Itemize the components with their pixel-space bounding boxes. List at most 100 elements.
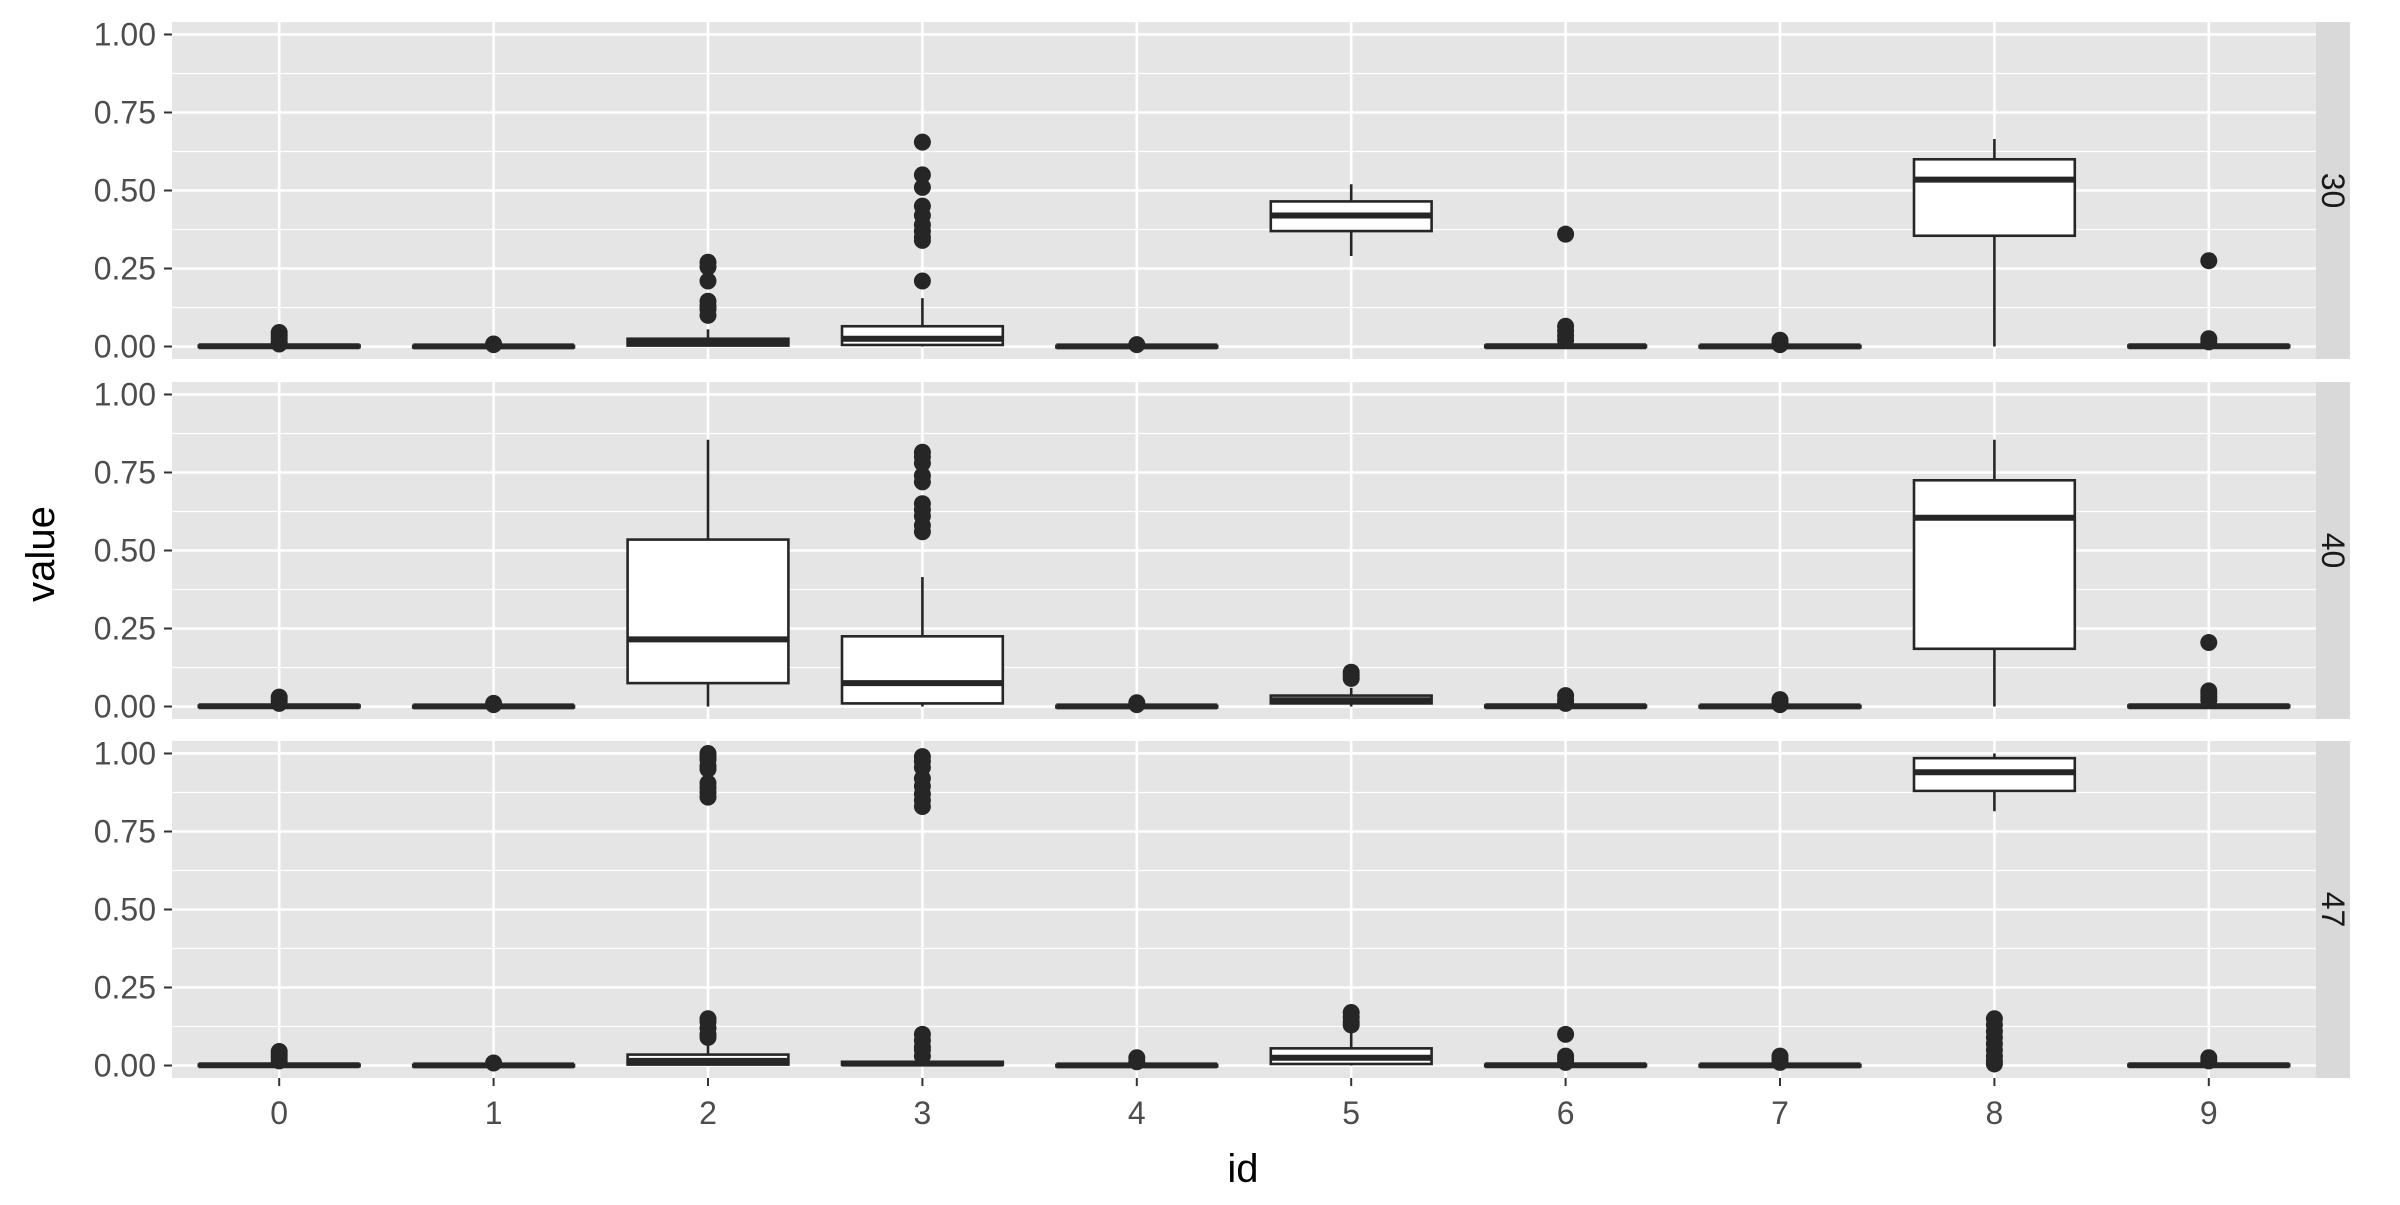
box-6 [1483, 687, 1648, 712]
outlier-point [1342, 1016, 1360, 1034]
outlier-point [913, 1047, 931, 1065]
facet-panel-47: 0.00 0.25 0.50 0.75 1.00 47 0 1 2 3 4 5 6 7 8 9 [94, 735, 2351, 1131]
box-6 [1483, 1025, 1648, 1071]
y-tick-label: 0.25 [94, 970, 156, 1006]
outlier-point [2200, 333, 2218, 351]
facet-strip [2316, 382, 2350, 719]
outlier-point [699, 258, 717, 276]
box-2 [626, 744, 790, 1066]
y-tick-label: 0.50 [94, 173, 156, 209]
box-1 [411, 694, 576, 714]
box-4 [1055, 1049, 1219, 1071]
outlier-point [913, 454, 931, 472]
outlier-point [1128, 696, 1146, 714]
outlier-point [270, 1052, 288, 1070]
box-8 [1912, 139, 2077, 347]
outlier-point [913, 523, 931, 541]
outlier-point [913, 166, 931, 184]
y-axis-title: value [19, 506, 63, 602]
box-6 [1483, 225, 1648, 350]
outlier-point [2200, 1052, 2218, 1070]
box-body [1912, 157, 2077, 238]
outlier-point [699, 788, 717, 806]
box-9 [2127, 634, 2291, 710]
x-tick-label: 7 [1771, 1095, 1789, 1131]
outlier-point [485, 336, 503, 354]
facet-strip-label: 40 [2315, 533, 2351, 569]
outlier-point [1557, 225, 1575, 243]
x-tick-label: 5 [1342, 1095, 1360, 1131]
y-tick-label: 0.00 [94, 329, 156, 365]
x-tick-label: 8 [1986, 1095, 2004, 1131]
y-tick-label: 0.75 [94, 454, 156, 490]
x-tick-label: 6 [1557, 1095, 1575, 1131]
x-tick-label: 1 [485, 1095, 503, 1131]
y-tick-label: 1.00 [94, 16, 156, 52]
y-tick-label: 1.00 [94, 735, 156, 771]
outlier-point [913, 798, 931, 816]
outlier-point [699, 1028, 717, 1046]
box-7 [1698, 331, 1862, 354]
facet-panel-40: 0.00 0.25 0.50 0.75 1.00 40 [94, 376, 2351, 724]
y-tick-label: 0.25 [94, 251, 156, 287]
box-7 [1698, 1047, 1862, 1071]
x-tick-label: 0 [270, 1095, 288, 1131]
outlier-point [1771, 696, 1789, 714]
y-tick-label: 0.00 [94, 689, 156, 725]
outlier-point [699, 306, 717, 324]
outlier-point [270, 335, 288, 353]
outlier-point [913, 133, 931, 151]
outlier-point [270, 694, 288, 712]
outlier-point [1557, 1053, 1575, 1071]
box-4 [1055, 694, 1219, 714]
outlier-point [1128, 1053, 1146, 1071]
box-body [626, 538, 790, 685]
x-tick-label: 4 [1128, 1095, 1146, 1131]
outlier-point [1771, 1053, 1789, 1071]
box-0 [197, 323, 361, 353]
outlier-point [1771, 336, 1789, 354]
box-body [840, 635, 1005, 705]
box-3 [840, 748, 1005, 1067]
box-5 [1269, 663, 1433, 707]
outlier-point [913, 231, 931, 249]
box-body [1912, 478, 2077, 651]
outlier-point [485, 696, 503, 714]
outlier-point [1128, 336, 1146, 354]
box-8 [1912, 753, 2077, 1073]
box-8 [1912, 439, 2077, 707]
outlier-point [913, 473, 931, 491]
y-tick-label: 0.50 [94, 892, 156, 928]
outlier-point [913, 272, 931, 290]
box-3 [840, 443, 1005, 707]
y-tick-label: 0.25 [94, 611, 156, 647]
outlier-point [1557, 694, 1575, 712]
box-1 [411, 1054, 576, 1072]
facet-strip-label: 30 [2315, 173, 2351, 209]
box-2 [626, 253, 790, 347]
box-2 [626, 439, 790, 707]
y-tick-label: 0.50 [94, 533, 156, 569]
box-5 [1269, 184, 1433, 257]
outlier-point [1557, 1025, 1575, 1043]
outlier-point [1557, 331, 1575, 349]
y-tick-label: 0.75 [94, 94, 156, 130]
outlier-point [1342, 669, 1360, 687]
x-tick-label: 2 [699, 1095, 717, 1131]
x-tick-label: 3 [914, 1095, 932, 1131]
box-body [840, 324, 1005, 347]
box-9 [2127, 1049, 2291, 1070]
y-tick-label: 0.00 [94, 1048, 156, 1084]
outlier-point [2200, 691, 2218, 709]
facet-strip-label: 47 [2315, 892, 2351, 928]
box-0 [197, 688, 361, 712]
y-tick-label: 0.75 [94, 813, 156, 849]
outlier-point [699, 760, 717, 778]
facet-strip [2316, 22, 2350, 359]
box-9 [2127, 252, 2291, 351]
box-7 [1698, 691, 1862, 714]
box-5 [1269, 1003, 1433, 1066]
y-tick-label: 1.00 [94, 376, 156, 412]
